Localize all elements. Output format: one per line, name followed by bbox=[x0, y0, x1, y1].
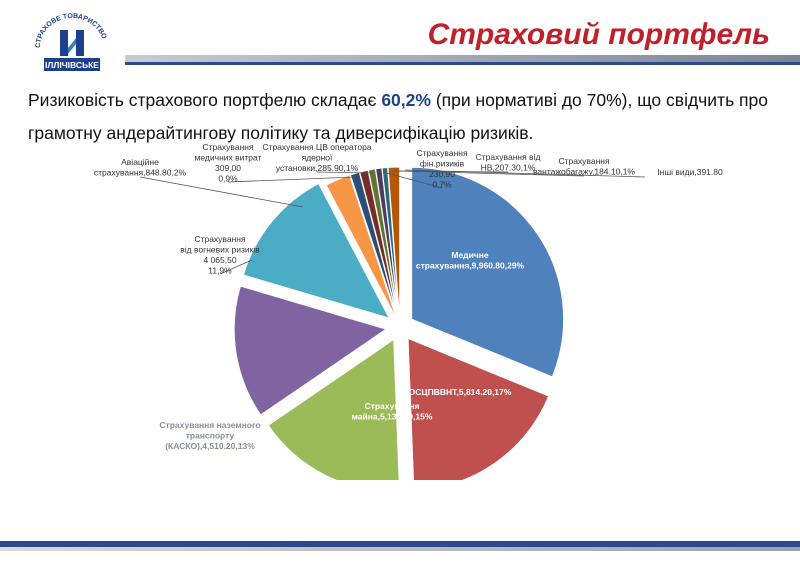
company-logo: СТРАХОВЕ ТОВАРИСТВО ІЛЛІЧІВСЬКЕ bbox=[30, 8, 114, 74]
slice-label-line: транспорту bbox=[186, 431, 235, 441]
slice-label-line: Страхування bbox=[194, 234, 246, 244]
description-text-2: (при нормативі до 70%), що свідчить про … bbox=[28, 90, 769, 143]
slice-label-line: Страхування bbox=[416, 148, 468, 158]
slice-label-2: Страхування майна,5,132.80,15% bbox=[352, 401, 433, 422]
svg-text:СТРАХОВЕ ТОВАРИСТВО: СТРАХОВЕ ТОВАРИСТВО bbox=[35, 13, 108, 48]
slice-label-line: Страхування від bbox=[476, 152, 541, 162]
slice-label-line: 230,90 bbox=[429, 169, 455, 179]
slice-label-6: Страхування медичних витрат 309,00 0,9% bbox=[195, 142, 262, 184]
slice-label-5: Авіаційне страхування,848.80,2% bbox=[94, 157, 187, 178]
slice-label-line: Страхування ЦВ оператора bbox=[262, 142, 371, 152]
slice-label-4: Страхування від вогневих ризиків 4 065,50 1… bbox=[180, 234, 260, 276]
leader-line-10 bbox=[396, 170, 585, 177]
slice-label-line: (КАСКО),4,510.20,13% bbox=[165, 441, 255, 451]
slice-label-line: Авіаційне bbox=[121, 157, 159, 167]
portfolio-pie-chart: Медичне страхування,9,960.80,29% ОСЦПВВНТ,… bbox=[94, 142, 723, 480]
header-divider bbox=[125, 55, 800, 62]
logo-bottom-text: ІЛЛІЧІВСЬКЕ bbox=[45, 60, 99, 70]
slice-label-3: Страхування наземного транспорту (КАСКО),4… bbox=[159, 420, 260, 451]
slice-label-line: НВ,207.30,1% bbox=[481, 163, 536, 173]
header-divider-accent bbox=[125, 62, 800, 65]
pie-slice-0 bbox=[411, 166, 565, 378]
slice-label-line: ядерної bbox=[302, 153, 333, 163]
pie-slice-2 bbox=[267, 338, 400, 480]
portfolio-description: Ризиковість страхового портфелю складає … bbox=[28, 84, 768, 150]
leader-line-8 bbox=[382, 171, 443, 189]
logo-arc-text: СТРАХОВЕ ТОВАРИСТВО bbox=[35, 13, 108, 48]
pie-slice-5 bbox=[325, 174, 398, 320]
slice-label-line: Страхування bbox=[558, 156, 610, 166]
page-title: Страховий портфель bbox=[427, 18, 770, 51]
slice-label-7: Страхування ЦВ оператора ядерної установки… bbox=[262, 142, 371, 173]
slice-label-11: Інші види,391.80 bbox=[657, 167, 723, 177]
slice-label-line: страхування,9,960.80,29% bbox=[416, 261, 525, 271]
leader-line-6 bbox=[227, 176, 357, 183]
footer-divider bbox=[0, 541, 800, 547]
leader-line-5 bbox=[139, 176, 304, 208]
pie-slice-11 bbox=[387, 166, 401, 320]
slice-label-8: Страхування фін.ризиків 230,90 0,7% bbox=[416, 148, 468, 190]
pie-slice-4 bbox=[242, 182, 391, 319]
slice-label-line: Страхування наземного bbox=[159, 420, 260, 430]
slice-label-line: вантажобагажу,184.10,1% bbox=[533, 167, 635, 177]
slice-label-line: 309,00 bbox=[215, 163, 241, 173]
slice-label-line: 0,9% bbox=[218, 174, 238, 184]
description-text-1: Ризиковість страхового портфелю складає bbox=[28, 90, 382, 110]
risk-percentage: 60,2% bbox=[381, 90, 431, 110]
leader-line-7 bbox=[316, 171, 374, 174]
slice-label-line: ОСЦПВВНТ,5,814.20,17% bbox=[409, 387, 512, 397]
slice-label-10: Страхування вантажобагажу,184.10,1% bbox=[533, 156, 635, 177]
slice-label-line: Страхування bbox=[202, 142, 254, 152]
pie-slice-1 bbox=[407, 337, 550, 480]
slice-label-1: ОСЦПВВНТ,5,814.20,17% bbox=[409, 387, 512, 397]
slice-label-9: Страхування від НВ,207.30,1% bbox=[476, 152, 541, 173]
slice-label-line: 4 065,50 bbox=[203, 255, 236, 265]
leader-line-11 bbox=[404, 169, 646, 178]
leader-line-4 bbox=[219, 259, 253, 275]
slice-label-line: майна,5,132.80,15% bbox=[352, 412, 433, 422]
slice-label-line: страхування,848.80,2% bbox=[94, 168, 187, 178]
slice-label-line: медичних витрат bbox=[195, 153, 262, 163]
slice-label-line: 11,9% bbox=[208, 266, 232, 276]
slice-label-0: Медичне страхування,9,960.80,29% bbox=[416, 250, 525, 271]
pie-slice-3 bbox=[233, 285, 388, 416]
slice-label-line: фін.ризиків bbox=[420, 159, 465, 169]
slice-label-line: Страхування bbox=[365, 401, 420, 411]
slice-label-line: Медичне bbox=[451, 250, 488, 260]
slice-label-line: від вогневих ризиків bbox=[180, 245, 260, 255]
footer-divider-light bbox=[0, 547, 800, 551]
slice-label-line: Інші види,391.80 bbox=[657, 167, 723, 177]
slice-label-line: 0,7% bbox=[432, 180, 452, 190]
slice-label-line: установки,285.90,1% bbox=[276, 163, 359, 173]
